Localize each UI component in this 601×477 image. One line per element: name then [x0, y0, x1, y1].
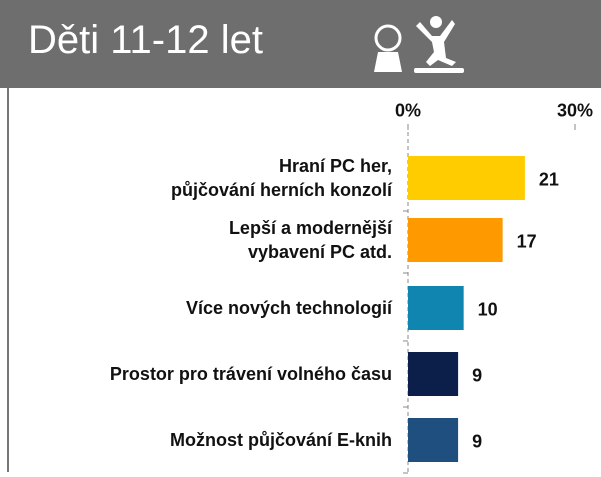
y-tick-label: Prostor pro trávení volného času — [109, 364, 392, 384]
bar — [408, 286, 464, 330]
data-label: 10 — [477, 299, 498, 320]
icons — [374, 16, 464, 73]
y-tick-label: Možnost půjčování E-knih — [169, 430, 392, 450]
data-label: 17 — [516, 231, 537, 252]
x-tick-label: 30% — [556, 100, 594, 121]
data-label: 9 — [472, 431, 483, 452]
bar — [408, 156, 525, 200]
data-label: 9 — [472, 365, 483, 386]
y-tick-label: Lepší a modernější vybavení PC atd. — [228, 218, 392, 262]
y-tick-label: Více nových technologií — [185, 298, 392, 318]
header — [0, 0, 601, 88]
data-label: 21 — [538, 169, 559, 190]
bar — [408, 218, 503, 262]
x-tick-label: 0% — [394, 100, 422, 121]
bar — [408, 418, 459, 462]
chart-title: Děti 11-12 let — [28, 18, 263, 62]
y-tick-label: Hraní PC her, půjčování herních konzolí — [170, 156, 392, 200]
bar — [408, 352, 459, 396]
